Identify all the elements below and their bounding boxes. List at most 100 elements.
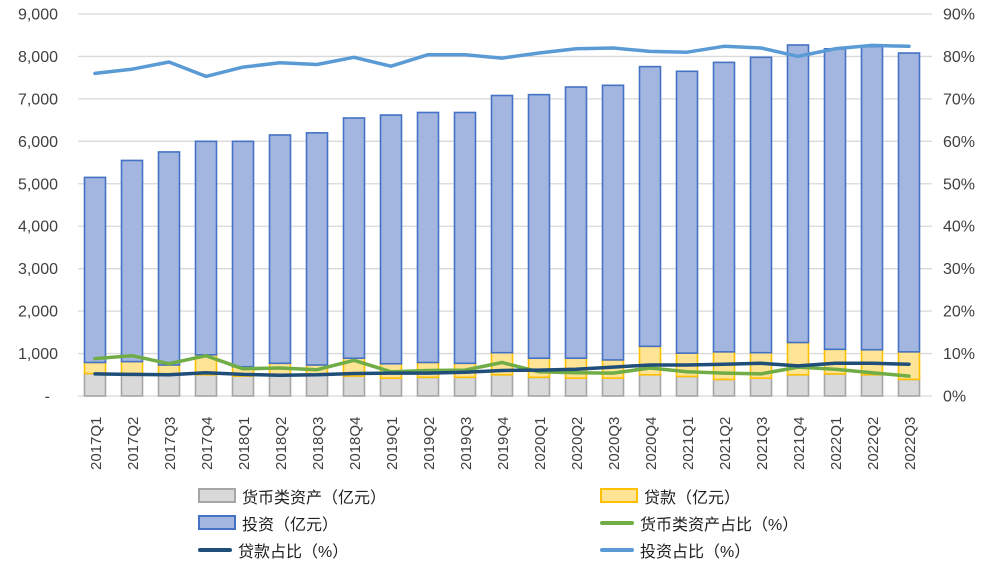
investment-ratio-line-swatch-icon [600,547,634,552]
bar-segment-2020Q1 [527,376,551,397]
y-axis-right-tick-label: 10% [943,346,975,363]
bar-segment-2020Q3 [601,84,625,361]
x-axis-tick-label: 2020Q2 [569,417,586,470]
line-series-0 [93,353,911,378]
bar-segment-2017Q3 [157,151,181,366]
x-axis-tick-label: 2021Q1 [680,417,697,470]
x-axis-tick-label: 2017Q3 [162,417,179,470]
bar-segment-2017Q4 [194,373,218,397]
x-axis-tick-label: 2019Q3 [458,417,475,470]
y-axis-left-tick-label: 5,000 [18,176,58,193]
y-axis-left-tick-label: 2,000 [18,304,58,321]
bar-segment-2019Q1 [379,377,403,397]
bar-segment-2022Q3 [897,378,921,397]
investment-bar-swatch-icon [198,515,236,530]
bar-segment-2019Q2 [416,111,440,364]
y-axis-right-tick-label: 50% [943,176,975,193]
x-axis-tick-label: 2018Q3 [310,417,327,470]
bar-segment-2019Q3 [453,111,477,365]
legend-label-loans-ratio: 贷款占比（%） [238,543,349,561]
bar-segment-2019Q4 [490,94,514,354]
y-axis-left-tick-label: - [45,389,50,406]
y-axis-left-tick-label: 3,000 [18,261,58,278]
bar-segment-2019Q4 [490,373,514,397]
x-axis-tick-label: 2022Q3 [902,417,919,470]
x-axis-tick-label: 2020Q3 [606,417,623,470]
bar-segment-2021Q2 [712,61,736,353]
bar-segment-2022Q1 [823,373,847,397]
bar-segment-2021Q3 [749,56,773,354]
bar-segment-2022Q1 [823,48,847,351]
chart-svg: 9,000 8,000 7,000 6,000 5,000 4,000 3,000 2,000… [18,7,975,471]
line-series-1 [93,361,911,377]
x-axis-tick-label: 2022Q1 [828,417,845,470]
legend-item-loans: 贷款（亿元） [600,482,990,509]
x-axis-tick-label: 2022Q2 [865,417,882,470]
y-axis-right-tick-label: 80% [943,49,975,66]
x-axis-tick-label: 2021Q3 [754,417,771,470]
x-axis-tick-label: 2021Q2 [717,417,734,470]
y-axis-left-tick-label: 9,000 [18,7,58,24]
y-axis-left-tick-label: 4,000 [18,219,58,236]
bar-segment-2021Q3 [749,377,773,397]
y-axis-right-tick-label: 60% [943,134,975,151]
bar-segment-2020Q2 [564,377,588,397]
bar-segment-2017Q1 [83,176,107,364]
y-axis-left-tick-label: 7,000 [18,91,58,108]
bar-segment-2021Q1 [675,70,699,354]
y-axis-right-tick-label: 70% [943,91,975,108]
bar-segment-2019Q3 [453,376,477,397]
x-axis-tick-label: 2018Q2 [273,417,290,470]
bar-segment-2019Q2 [416,376,440,397]
legend-item-investment: 投资（亿元） [198,509,600,536]
x-axis-tick-label: 2018Q4 [347,417,364,470]
bar-segment-2018Q1 [231,375,255,397]
bar-segment-2020Q4 [638,65,662,348]
x-axis-tick-label: 2019Q1 [384,417,401,470]
y-axis-left-tick-label: 1,000 [18,346,58,363]
bar-segment-2017Q4 [194,140,218,356]
monetary-assets-bar-swatch-icon [198,488,236,503]
legend-label-investment: 投资（亿元） [242,516,339,534]
x-axis-tick-label: 2020Q1 [532,417,549,470]
legend-label-monetary-assets-ratio: 货币类资产占比（%） [640,516,799,534]
x-axis-tick-label: 2018Q1 [236,417,253,470]
bar-segment-2018Q4 [342,375,366,397]
bar-segment-2022Q2 [860,373,884,397]
loans-ratio-line-swatch-icon [198,547,232,552]
legend-item-loans-ratio: 贷款占比（%） [198,536,600,563]
bar-segment-2021Q4 [786,44,810,344]
x-axis-tick-label: 2017Q1 [88,417,105,470]
y-axis-right-tick-label: 0% [943,389,966,406]
bar-segment-2022Q2 [860,45,884,351]
legend-label-monetary-assets: 货币类资产（亿元） [242,489,387,507]
line-series-2 [93,43,911,79]
bar-segment-2021Q4 [786,373,810,397]
y-axis-right-tick-label: 30% [943,261,975,278]
bar-segment-2022Q3 [897,52,921,353]
bar-segment-2018Q2 [268,134,292,365]
legend-item-monetary-assets-ratio: 货币类资产占比（%） [600,509,990,536]
bar-segment-2017Q1 [83,372,107,397]
loans-bar-swatch-icon [600,488,638,503]
monetary-assets-ratio-line-swatch-icon [600,520,634,525]
bar-segment-2017Q2 [120,159,144,363]
bar-segment-2020Q1 [527,93,551,360]
y-axis-left-tick-label: 6,000 [18,134,58,151]
bar-segment-2017Q2 [120,360,144,375]
bar-segment-2018Q1 [231,140,255,368]
legend-item-investment-ratio: 投资占比（%） [600,536,990,563]
bar-segment-2019Q1 [379,114,403,365]
chart-legend: 货币类资产（亿元） 贷款（亿元） 投资（亿元） 货币类资产占比（%） 贷款占比（… [198,482,990,563]
legend-item-monetary-assets: 货币类资产（亿元） [198,482,600,509]
y-axis-right-tick-label: 40% [943,219,975,236]
bar-segment-2020Q3 [601,377,625,397]
bar-segment-2017Q1 [83,361,107,375]
x-axis-tick-label: 2017Q2 [125,417,142,470]
bar-segment-2018Q2 [268,374,292,397]
x-axis-tick-label: 2019Q2 [421,417,438,470]
bar-segment-2018Q3 [305,374,329,397]
y-axis-right-tick-label: 90% [943,7,975,24]
bar-segment-2017Q2 [120,372,144,397]
bar-segment-2021Q2 [712,378,736,397]
